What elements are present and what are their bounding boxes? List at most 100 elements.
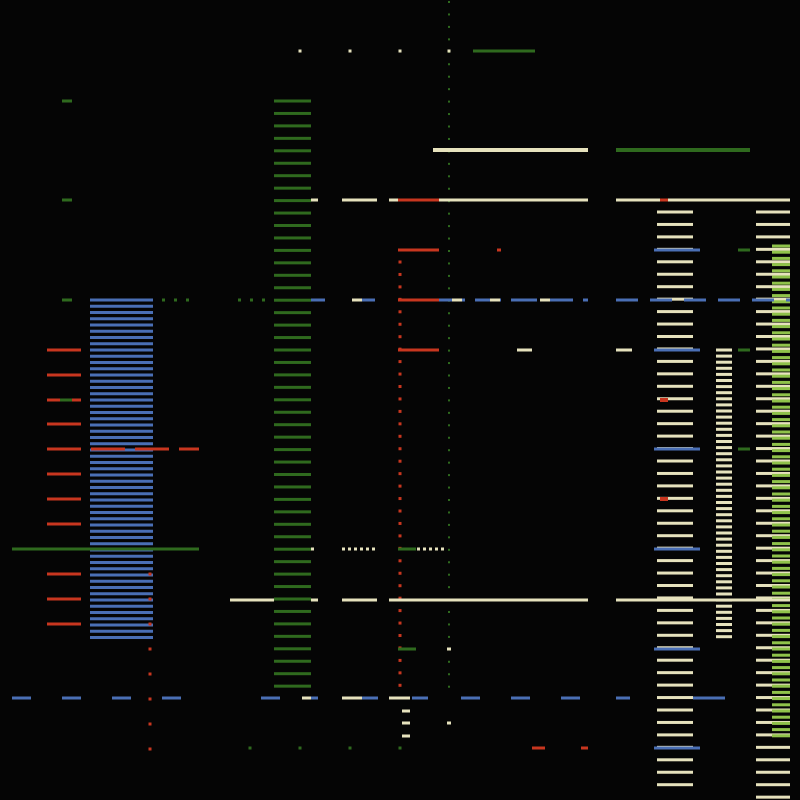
cream-rung <box>657 571 693 575</box>
cream-rung <box>657 285 693 289</box>
blue-dash <box>475 298 501 302</box>
blue-line <box>654 746 700 750</box>
green-dash <box>62 99 72 103</box>
blue-dash <box>362 696 378 700</box>
lime-rung <box>772 511 790 515</box>
blue-stripe <box>90 379 153 383</box>
cream-rung <box>657 733 693 737</box>
blue-stripe <box>90 567 153 571</box>
green-rung <box>274 410 311 414</box>
green-rung <box>274 136 311 140</box>
cream-fine-rung <box>716 507 732 511</box>
lime-rung <box>772 275 790 279</box>
green-rung <box>274 199 311 203</box>
cream-line <box>311 198 318 202</box>
cream-line <box>342 598 377 602</box>
cream-rung <box>756 359 790 363</box>
lime-rung <box>772 480 790 484</box>
red-dot <box>398 571 402 575</box>
cream-fine-rung <box>716 574 732 578</box>
green-rung <box>274 124 311 128</box>
cream-dot <box>398 49 402 53</box>
red-dot <box>398 521 402 525</box>
cream-rung <box>756 409 790 413</box>
cream-fine-rung <box>716 604 732 608</box>
lime-rung <box>772 554 790 558</box>
lime-rung <box>772 542 790 546</box>
lime-rung <box>772 486 790 490</box>
cream-dash <box>402 709 410 713</box>
green-dot <box>186 298 189 302</box>
green-rung <box>274 485 311 489</box>
blue-dash <box>684 298 706 302</box>
lime-rung <box>772 684 790 688</box>
lime-rung <box>772 659 790 663</box>
lime-rung <box>772 672 790 676</box>
lime-rung <box>772 343 790 347</box>
lime-rung <box>772 349 790 353</box>
green-rung <box>274 323 311 327</box>
blue-stripe <box>90 404 153 408</box>
blue-stripe <box>90 392 153 396</box>
cream-rung <box>657 459 693 463</box>
cream-dot <box>354 547 357 551</box>
cream-dot <box>348 547 351 551</box>
blue-stripe <box>90 454 153 458</box>
cream-rung <box>657 496 693 500</box>
green-dot <box>448 88 450 91</box>
blue-stripe <box>90 517 153 521</box>
red-dash <box>179 447 199 451</box>
blue-line <box>654 348 700 352</box>
cream-rung <box>657 584 693 587</box>
blue-stripe <box>90 298 153 302</box>
lime-rung <box>772 244 790 248</box>
green-rung <box>274 522 311 526</box>
cream-fine-rung <box>716 488 732 492</box>
blue-dash <box>786 298 790 302</box>
green-rung <box>274 497 311 501</box>
green-dot <box>448 660 450 663</box>
green-dot <box>448 499 450 501</box>
green-dot <box>448 100 450 103</box>
green-dot <box>448 274 450 277</box>
green-dot <box>448 162 450 165</box>
cream-dash <box>540 298 550 302</box>
green-dot <box>448 536 450 539</box>
blue-stripe <box>90 367 153 371</box>
green-dot <box>448 63 450 66</box>
red-dash <box>47 597 81 601</box>
cream-dash <box>352 298 362 302</box>
red-dash <box>47 422 81 426</box>
green-rung <box>274 510 311 514</box>
red-dot <box>398 609 402 613</box>
cream-fine-rung <box>716 415 732 419</box>
blue-stripe <box>90 342 153 346</box>
lime-rung <box>772 690 790 694</box>
cream-rung <box>756 496 790 500</box>
cream-fine-rung <box>716 519 732 523</box>
cream-rung <box>657 720 693 724</box>
green-dot <box>448 511 450 514</box>
green-dot <box>448 362 450 365</box>
red-dash <box>47 472 81 476</box>
green-dot <box>448 250 450 252</box>
cream-rung <box>756 770 790 774</box>
blue-stripe <box>90 579 153 583</box>
red-dash <box>47 572 81 576</box>
lime-rung <box>772 356 790 360</box>
cream-line <box>433 148 588 152</box>
blue-dash <box>12 696 31 700</box>
green-rung <box>274 373 311 377</box>
cream-rung <box>756 260 790 264</box>
cream-rung <box>657 696 693 700</box>
green-dot <box>448 262 450 265</box>
blue-stripe <box>90 361 153 364</box>
blue-stripe <box>90 586 153 589</box>
green-rung <box>274 398 311 402</box>
green-rung <box>274 236 311 240</box>
lime-rung <box>772 703 790 707</box>
lime-rung <box>772 721 790 725</box>
red-dot <box>398 509 402 513</box>
red-dot <box>398 658 402 662</box>
cream-dot <box>435 547 438 551</box>
